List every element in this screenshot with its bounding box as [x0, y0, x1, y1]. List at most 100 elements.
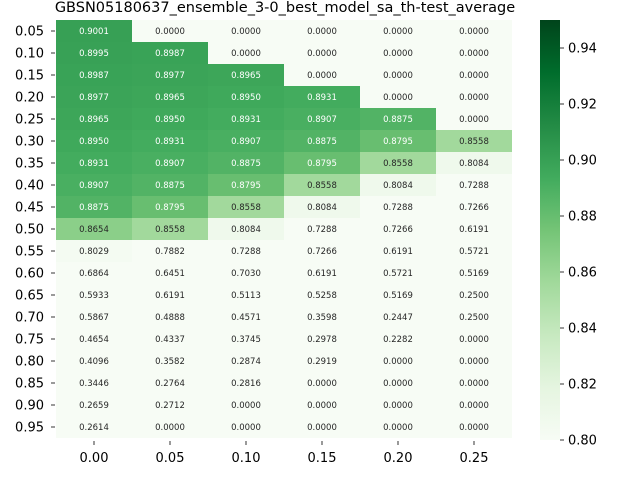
heatmap-cell [436, 306, 512, 328]
cell-value-label: 0.0000 [307, 27, 337, 37]
heatmap-cell [56, 20, 132, 42]
heatmap-cell [436, 108, 512, 130]
cell-value-label: 0.5933 [79, 291, 109, 301]
cell-value-label: 0.2282 [383, 335, 413, 345]
cell-value-label: 0.0000 [459, 357, 489, 367]
cell-value-label: 0.5113 [231, 291, 261, 301]
cell-value-label: 0.2614 [79, 423, 109, 433]
y-tick-label: 0.80 [15, 355, 44, 370]
cell-value-label: 0.8965 [231, 71, 261, 81]
heatmap-cell [360, 42, 436, 64]
heatmap-cell [56, 394, 132, 416]
cell-value-label: 0.8558 [459, 137, 489, 147]
heatmap-cell [360, 152, 436, 174]
x-tick-label: 0.05 [156, 451, 185, 466]
heatmap-cell [284, 350, 360, 372]
cell-value-label: 0.7288 [231, 247, 261, 257]
heatmap-cell [436, 372, 512, 394]
heatmap-cell [360, 64, 436, 86]
cell-value-label: 0.4888 [155, 313, 185, 323]
heatmap-cell [360, 416, 436, 438]
colorbar-tick-label: 0.94 [568, 42, 597, 57]
heatmap-cell [132, 284, 208, 306]
cell-value-label: 0.7266 [459, 203, 489, 213]
heatmap-cell [436, 86, 512, 108]
heatmap-cell [132, 372, 208, 394]
y-tick-label: 0.70 [15, 311, 44, 326]
cell-value-label: 0.0000 [231, 49, 261, 59]
heatmap-cell [284, 416, 360, 438]
heatmap-cell [208, 174, 284, 196]
heatmap-cell [132, 328, 208, 350]
heatmap-cell [436, 240, 512, 262]
x-tick-label: 0.10 [232, 451, 261, 466]
cell-value-label: 0.7882 [155, 247, 185, 257]
heatmap-cell [284, 306, 360, 328]
cell-value-label: 0.8875 [79, 203, 109, 213]
heatmap-cell [132, 20, 208, 42]
cell-value-label: 0.0000 [383, 379, 413, 389]
heatmap-cell [284, 152, 360, 174]
heatmap-cell [132, 108, 208, 130]
y-tick-label: 0.50 [15, 223, 44, 238]
heatmap-cell [208, 108, 284, 130]
cell-value-label: 0.0000 [307, 401, 337, 411]
x-tick-label: 0.15 [308, 451, 337, 466]
heatmap-cell [208, 394, 284, 416]
heatmap-cell [56, 218, 132, 240]
cell-value-label: 0.0000 [383, 401, 413, 411]
cell-value-label: 0.8931 [231, 115, 261, 125]
cell-value-label: 0.4571 [231, 313, 261, 323]
cell-value-label: 0.8558 [155, 225, 185, 235]
heatmap-cell [360, 394, 436, 416]
cell-value-label: 0.0000 [307, 423, 337, 433]
heatmap-cell [56, 152, 132, 174]
colorbar-tick-label: 0.80 [568, 434, 597, 449]
heatmap-cell [208, 416, 284, 438]
cell-value-label: 0.8875 [307, 137, 337, 147]
heatmap-cell [132, 174, 208, 196]
cell-value-label: 0.8795 [383, 137, 413, 147]
cell-value-label: 0.4654 [79, 335, 109, 345]
y-tick-label: 0.05 [15, 25, 44, 40]
cell-value-label: 0.6191 [307, 269, 337, 279]
heatmap-cell [56, 42, 132, 64]
cell-value-label: 0.5721 [459, 247, 489, 257]
cell-value-label: 0.7266 [307, 247, 337, 257]
cell-value-label: 0.0000 [459, 401, 489, 411]
cell-value-label: 0.0000 [459, 27, 489, 37]
cell-value-label: 0.0000 [307, 71, 337, 81]
cell-value-label: 0.0000 [383, 49, 413, 59]
heatmap-cell [436, 394, 512, 416]
cell-value-label: 0.4337 [155, 335, 185, 345]
heatmap-cell [56, 284, 132, 306]
cell-value-label: 0.8987 [79, 71, 109, 81]
y-tick-label: 0.35 [15, 157, 44, 172]
cell-value-label: 0.6191 [155, 291, 185, 301]
heatmap-cell-labels: 0.9001 0.0000 0.0000 0.0000 0.0000 0.0000 0.89… [79, 27, 489, 433]
colorbar-tick-label: 0.90 [568, 154, 597, 169]
heatmap-cell [208, 306, 284, 328]
heatmap-cell [284, 196, 360, 218]
y-tick-label: 0.15 [15, 69, 44, 84]
cell-value-label: 0.0000 [383, 357, 413, 367]
heatmap-cell [56, 328, 132, 350]
cell-value-label: 0.7288 [383, 203, 413, 213]
cell-value-label: 0.8965 [79, 115, 109, 125]
y-tick-label: 0.30 [15, 135, 44, 150]
colorbar-tick-label: 0.84 [568, 322, 597, 337]
heatmap-cell [208, 20, 284, 42]
y-axis-tick-labels: 0.05 0.10 0.15 0.20 0.25 0.30 0.35 0.40 0.45 0.50… [15, 25, 55, 436]
cell-value-label: 0.8995 [79, 49, 109, 59]
heatmap-cell [436, 42, 512, 64]
heatmap-cell [56, 306, 132, 328]
heatmap-cell [208, 130, 284, 152]
cell-value-label: 0.8795 [307, 159, 337, 169]
cell-value-label: 0.2659 [79, 401, 109, 411]
y-tick-label: 0.90 [15, 399, 44, 414]
cell-value-label: 0.8795 [231, 181, 261, 191]
cell-value-label: 0.8029 [79, 247, 109, 257]
heatmap-cell [360, 306, 436, 328]
cell-value-label: 0.8558 [383, 159, 413, 169]
heatmap-cell [436, 152, 512, 174]
